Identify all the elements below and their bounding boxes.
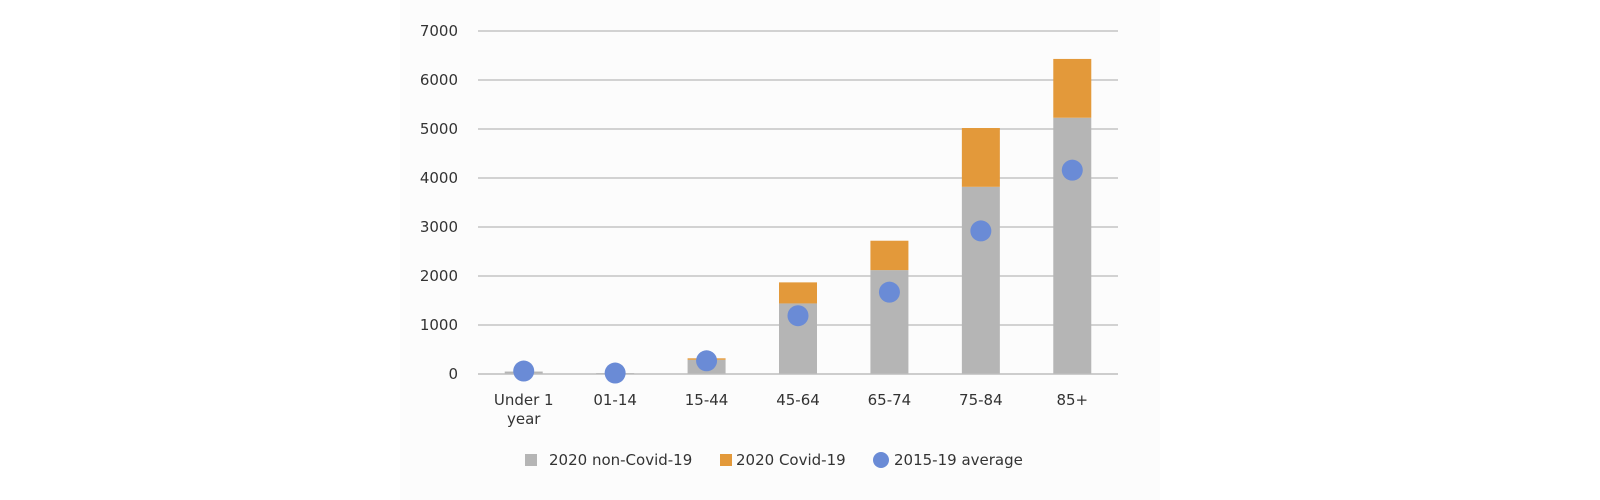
x-tick-label: 45-64	[776, 391, 820, 409]
legend-label: 2020 non-Covid-19	[549, 451, 692, 469]
y-tick-label: 2000	[420, 267, 458, 285]
y-tick-label: 6000	[420, 71, 458, 89]
legend-marker-covid	[720, 454, 732, 466]
chart-panel	[400, 0, 1160, 500]
average-point	[1061, 159, 1083, 181]
gridlines	[478, 30, 1118, 326]
average-point	[604, 362, 626, 384]
x-tick-label-line: 15-44	[685, 391, 729, 409]
x-tick-label-line: 45-64	[776, 391, 820, 409]
legend: 2020 non-Covid-19 2020 Covid-19 2015-19 av…	[525, 451, 1023, 469]
average-point	[513, 360, 535, 382]
x-tick-label: 01-14	[593, 391, 637, 409]
y-tick-label: 7000	[420, 22, 458, 40]
x-tick-label-line: 75-84	[959, 391, 1003, 409]
average-point	[696, 350, 718, 372]
y-tick-label: 3000	[420, 218, 458, 236]
y-tick-label: 1000	[420, 316, 458, 334]
average-point	[787, 305, 809, 327]
x-tick-label: Under 1 year	[494, 391, 554, 428]
x-tick-label: 65-74	[868, 391, 912, 409]
bar-segment-covid	[961, 128, 1000, 187]
y-axis-ticks: 0 1000 2000 3000 4000 5000 6000 7000	[420, 22, 458, 383]
bar-segment-covid	[1053, 58, 1092, 118]
average-point	[970, 220, 992, 242]
x-tick-label: 75-84	[959, 391, 1003, 409]
legend-marker-non-covid	[525, 454, 537, 466]
x-tick-label-line: 01-14	[593, 391, 637, 409]
legend-label: 2020 Covid-19	[736, 451, 846, 469]
x-tick-label-line: 65-74	[868, 391, 912, 409]
y-tick-label: 5000	[420, 120, 458, 138]
x-tick-label-line: Under 1	[494, 391, 554, 409]
x-tick-label-line: 85+	[1056, 391, 1088, 409]
bar-segment-non-covid	[961, 186, 1000, 374]
y-tick-label: 0	[448, 365, 458, 383]
x-axis-ticks: Under 1 year 01-14 15-44 45-64 65-74 75-84 85+	[494, 391, 1088, 428]
y-tick-label: 4000	[420, 169, 458, 187]
bar-segment-non-covid	[1053, 117, 1092, 374]
bar-segment-covid	[779, 282, 817, 304]
x-tick-label: 85+	[1056, 391, 1088, 409]
average-points	[513, 159, 1083, 384]
legend-label: 2015-19 average	[894, 451, 1023, 469]
x-tick-label-line: year	[507, 410, 541, 428]
x-tick-label: 15-44	[685, 391, 729, 409]
bars	[504, 58, 1092, 374]
legend-marker-average	[873, 452, 889, 468]
average-point	[878, 281, 900, 303]
bar-segment-covid	[870, 240, 909, 271]
